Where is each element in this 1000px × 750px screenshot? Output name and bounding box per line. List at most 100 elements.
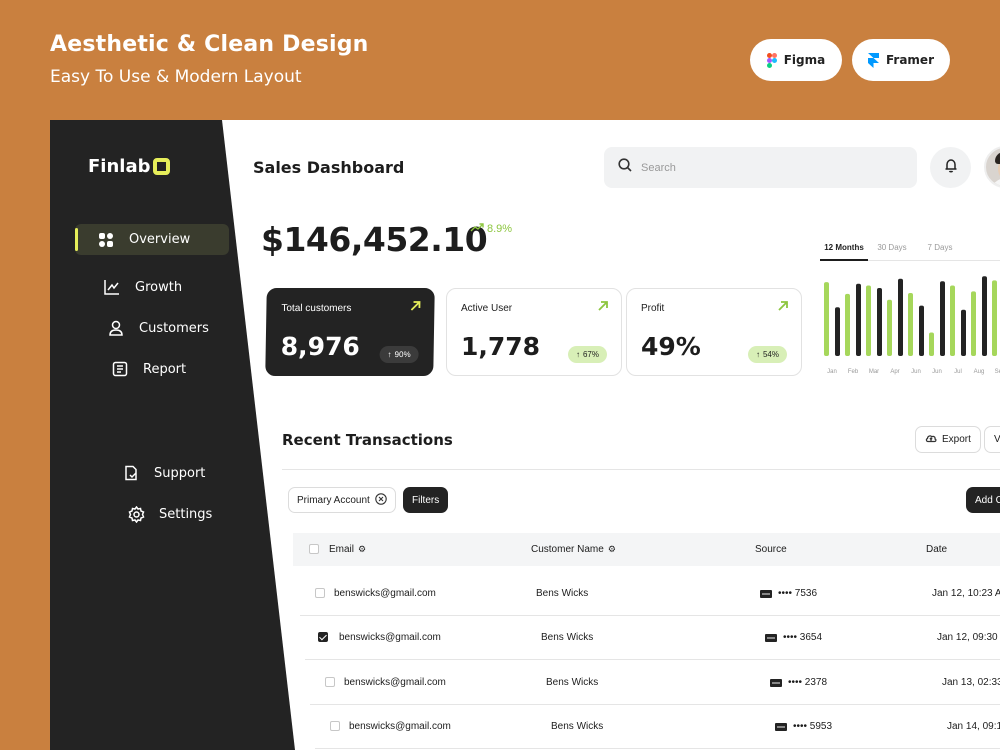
- sidebar-item-customers[interactable]: Customers: [107, 319, 209, 337]
- status-badge: ↑ 54%: [747, 346, 787, 363]
- row-checkbox[interactable]: [318, 632, 328, 642]
- card-label: Profit: [641, 303, 665, 314]
- search-icon: [618, 158, 632, 177]
- chart-tick-label: Mar: [869, 369, 879, 375]
- filters-button[interactable]: Filters: [403, 487, 449, 513]
- card-icon: [760, 589, 772, 598]
- search-input[interactable]: [641, 161, 881, 174]
- figma-button[interactable]: Figma: [750, 39, 842, 81]
- chart-bar: [982, 276, 987, 356]
- export-label: Export: [942, 434, 971, 445]
- badge-value: 90%: [394, 350, 411, 359]
- table-header: Email ⚙ Customer Name ⚙ Source Date: [293, 533, 1000, 566]
- report-icon: [111, 360, 129, 378]
- arrow-up-icon: ↑: [387, 350, 392, 359]
- hero-title: Aesthetic & Clean Design: [50, 32, 369, 57]
- chart-bar: [866, 285, 871, 356]
- gear-icon[interactable]: ⚙: [607, 544, 616, 554]
- hero-subtitle: Easy To Use & Modern Layout: [50, 67, 302, 87]
- growth-value: 8.9%: [487, 222, 513, 235]
- cell-source: •••• 2378: [770, 677, 827, 688]
- cell-source: •••• 3654: [765, 632, 822, 643]
- table-row[interactable]: benswicks@gmail.com Bens Wicks •••• 5953…: [315, 705, 1000, 749]
- column-header-customer-name[interactable]: Customer Name ⚙: [531, 544, 616, 555]
- card-value: 1,778: [461, 332, 541, 361]
- chart-tick-label: Apr: [890, 369, 899, 375]
- trend-up-icon: [470, 222, 484, 235]
- column-label: Date: [926, 544, 948, 555]
- add-button[interactable]: Add C: [966, 487, 1000, 513]
- cell-email: benswicks@gmail.com: [334, 588, 436, 599]
- row-checkbox[interactable]: [330, 721, 340, 731]
- cell-customer-name: Bens Wicks: [546, 677, 599, 688]
- row-checkbox[interactable]: [315, 588, 325, 598]
- brand-logo[interactable]: Finlab: [88, 156, 171, 177]
- chart-bar: [898, 278, 903, 356]
- table-row[interactable]: benswicks@gmail.com Bens Wicks •••• 2378…: [310, 661, 1000, 705]
- gear-icon[interactable]: ⚙: [358, 544, 367, 554]
- chart-tick-label: Jul: [954, 369, 962, 375]
- chart-bar: [845, 293, 850, 356]
- chip-label: Primary Account: [297, 494, 370, 506]
- cell-customer-name: Bens Wicks: [541, 632, 594, 643]
- cell-date: Jan 12, 09:30 P: [937, 632, 1000, 643]
- cell-email: benswicks@gmail.com: [349, 721, 451, 732]
- column-label: Email: [329, 544, 355, 555]
- column-header-date[interactable]: Date: [926, 544, 947, 555]
- grid-icon: [97, 231, 115, 249]
- sidebar-item-report[interactable]: Report: [111, 360, 186, 378]
- divider: [282, 469, 1000, 470]
- chart-bar: [835, 307, 840, 356]
- column-header-email[interactable]: Email ⚙: [329, 544, 366, 555]
- status-badge: ↑ 90%: [379, 346, 419, 363]
- cloud-upload-icon: [925, 433, 937, 446]
- stat-card-profit[interactable]: Profit 49% ↑ 54%: [626, 288, 802, 376]
- filter-chip-primary-account[interactable]: Primary Account: [288, 487, 396, 513]
- search-bar[interactable]: [604, 147, 917, 188]
- notification-button[interactable]: [930, 147, 971, 188]
- bar-chart: Jan Feb Mar Apr Jun Jun Jul Aug Sep: [824, 276, 1000, 375]
- chart-bar: [824, 282, 829, 356]
- sidebar-item-label: Overview: [129, 232, 191, 247]
- avatar[interactable]: [984, 146, 1000, 188]
- framer-button[interactable]: Framer: [852, 39, 950, 81]
- chart-tabs: 12 Months 30 Days 7 Days: [820, 241, 1000, 261]
- cell-date: Jan 14, 09:15: [947, 721, 1000, 732]
- sidebar-item-support[interactable]: Support: [122, 464, 205, 482]
- card-icon: [775, 722, 787, 731]
- view-button[interactable]: V: [984, 426, 1000, 453]
- tab-12-months[interactable]: 12 Months: [820, 241, 868, 261]
- column-header-source[interactable]: Source: [755, 544, 787, 555]
- chart-bar: [940, 281, 945, 356]
- sidebar-item-settings[interactable]: Settings: [127, 505, 212, 523]
- cell-customer-name: Bens Wicks: [536, 588, 589, 599]
- stat-card-total-customers[interactable]: Total customers 8,976 ↑ 90%: [265, 288, 435, 376]
- chart-bar: [919, 305, 924, 356]
- chart-tick-label: Jan: [827, 369, 837, 375]
- export-button[interactable]: Export: [915, 426, 981, 453]
- row-checkbox[interactable]: [325, 677, 335, 687]
- chart-tick-label: Jun: [911, 369, 921, 375]
- cell-source: •••• 5953: [775, 721, 832, 732]
- table-row[interactable]: benswicks@gmail.com Bens Wicks •••• 3654…: [305, 616, 1000, 660]
- card-icon: [765, 633, 777, 642]
- chart-bar: [992, 280, 997, 356]
- sidebar-item-overview[interactable]: Overview: [75, 224, 229, 255]
- cell-date: Jan 12, 10:23 AM: [932, 588, 1000, 599]
- status-badge: ↑ 67%: [567, 346, 607, 363]
- chart-bar: [856, 283, 861, 356]
- tab-7-days[interactable]: 7 Days: [927, 243, 953, 252]
- sidebar-item-growth[interactable]: Growth: [103, 278, 182, 296]
- table-row[interactable]: benswicks@gmail.com Bens Wicks •••• 7536…: [300, 572, 1000, 616]
- app-window: Finlab Overview Growth: [50, 120, 1000, 750]
- sidebar: Finlab Overview Growth: [50, 120, 295, 750]
- tab-30-days[interactable]: 30 Days: [877, 243, 907, 252]
- card-label: Active User: [461, 303, 513, 314]
- stat-card-active-user[interactable]: Active User 1,778 ↑ 67%: [446, 288, 622, 376]
- select-all-checkbox[interactable]: [309, 544, 319, 554]
- close-circle-icon[interactable]: [375, 492, 387, 508]
- chart-tick-label: Sep: [995, 369, 1000, 375]
- figma-label: Figma: [783, 53, 826, 67]
- arrow-up-right-icon: [409, 299, 421, 317]
- user-icon: [107, 319, 125, 337]
